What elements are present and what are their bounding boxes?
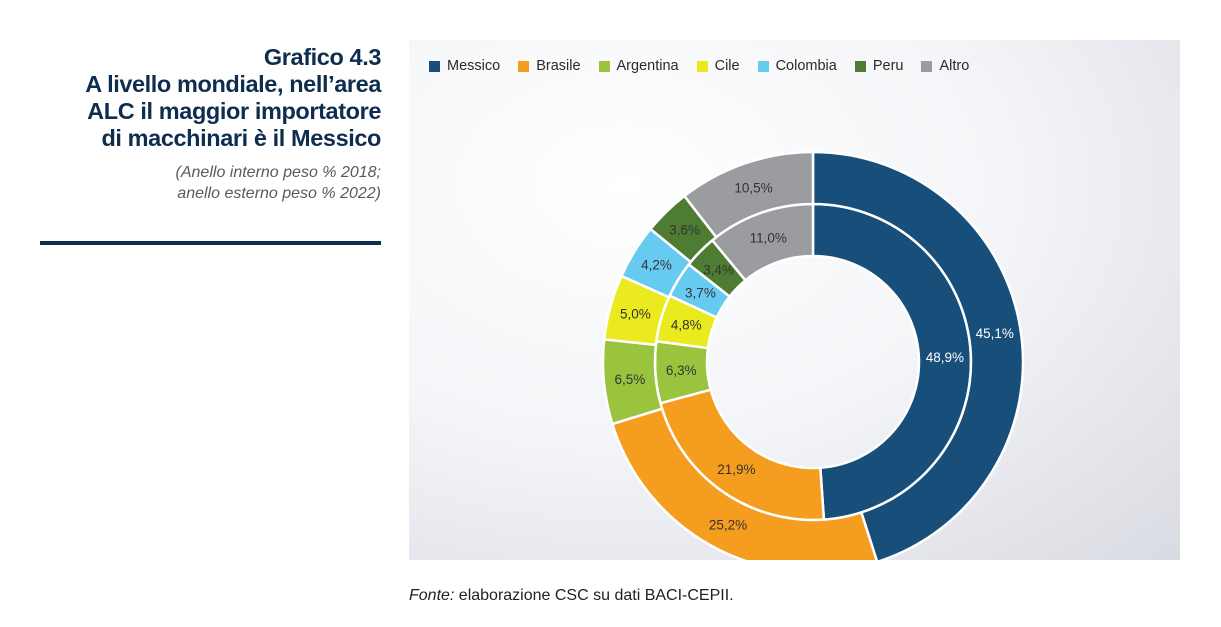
outer-label-cile: 5,0%	[620, 306, 651, 321]
legend-label: Altro	[939, 58, 970, 74]
legend-label: Cile	[714, 58, 740, 74]
chart-legend: Messico Brasile Argentina Cile Colombia Peru A…	[429, 58, 987, 74]
legend-label: Brasile	[536, 58, 581, 74]
legend-label: Messico	[447, 58, 501, 74]
outer-label-colombia: 4,2%	[641, 258, 672, 273]
legend-swatch	[854, 60, 866, 72]
legend-swatch	[921, 60, 933, 72]
chart-subtitle: (Anello interno peso % 2018; anello este…	[175, 164, 381, 202]
inner-label-cile: 4,8%	[671, 318, 702, 333]
outer-label-altro: 10,5%	[734, 180, 772, 195]
legend-swatch	[757, 60, 769, 72]
legend-label: Peru	[872, 58, 904, 74]
outer-label-brasile: 25,2%	[709, 518, 747, 533]
inner-label-brasile: 21,9%	[717, 462, 755, 477]
chart-panel: Messico Brasile Argentina Cile Colombia Peru A…	[409, 40, 1180, 560]
source-note: Fonte: elaborazione CSC su dati BACI-CEP…	[409, 587, 734, 605]
outer-label-messico: 45,1%	[976, 326, 1014, 341]
outer-slice-altro	[683, 150, 815, 239]
legend-swatch	[429, 60, 440, 72]
legend-item-colombia: Colombia	[757, 58, 837, 74]
legend-item-messico: Messico	[429, 58, 500, 74]
inner-label-messico: 48,9%	[926, 350, 964, 365]
inner-label-argentina: 6,3%	[666, 363, 697, 378]
chart-heading: Grafico 4.3 A livello mondiale, nell’are…	[40, 44, 381, 204]
legend-label: Colombia	[775, 58, 837, 74]
legend-label: Argentina	[616, 58, 679, 74]
chart-number: Grafico 4.3	[263, 44, 381, 70]
legend-swatch	[696, 60, 708, 72]
source-text: elaborazione CSC su dati BACI-CEPII.	[454, 587, 734, 604]
legend-item-altro: Altro	[921, 58, 969, 74]
donut-chart: 48,9% 21,9% 6,3% 4,8% 3,7% 3,4% 11,0% 45,1% 25,2…	[601, 150, 1025, 560]
inner-label-colombia: 3,7%	[685, 286, 716, 301]
outer-label-argentina: 6,5%	[614, 372, 645, 387]
source-label: Fonte:	[409, 587, 455, 604]
inner-label-peru: 3,4%	[703, 262, 734, 277]
inner-label-altro: 11,0%	[750, 230, 787, 245]
legend-swatch	[518, 60, 530, 72]
outer-slice-messico	[811, 150, 1025, 560]
legend-item-argentina: Argentina	[598, 58, 679, 74]
legend-swatch	[598, 60, 610, 72]
legend-item-peru: Peru	[854, 58, 904, 74]
heading-divider	[40, 241, 381, 245]
legend-item-brasile: Brasile	[518, 58, 581, 74]
outer-label-peru: 3,6%	[669, 223, 700, 238]
chart-title: A livello mondiale, nell’area ALC il mag…	[85, 71, 381, 151]
legend-item-cile: Cile	[696, 58, 740, 74]
